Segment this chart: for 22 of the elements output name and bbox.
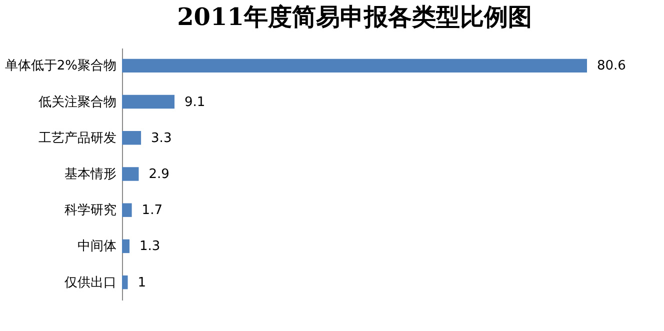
bar — [122, 239, 130, 254]
y-tick-label: 仅供出口 — [64, 275, 116, 290]
bar — [122, 167, 139, 181]
data-label: 2.9 — [148, 167, 170, 182]
y-tick-label: 单体低于2%聚合物 — [4, 58, 116, 74]
y-tick-label: 科学研究 — [64, 203, 116, 218]
chart-title: 2011年度简易申报各类型比例图 — [177, 2, 532, 31]
y-tick-label: 工艺产品研发 — [38, 130, 116, 146]
bar — [122, 131, 142, 145]
data-label: 3.3 — [151, 130, 172, 146]
y-tick-label: 基本情形 — [64, 167, 116, 182]
y-tick-label: 中间体 — [78, 239, 116, 254]
data-label: 80.6 — [597, 58, 626, 74]
data-label: 9.1 — [184, 94, 206, 110]
data-label: 1.7 — [142, 203, 162, 218]
bar — [122, 203, 132, 217]
y-tick-label: 低关注聚合物 — [38, 94, 116, 110]
bar — [122, 58, 587, 73]
bar — [122, 94, 174, 109]
data-label: 1 — [138, 275, 146, 290]
data-label: 1.3 — [140, 239, 160, 254]
bar — [122, 275, 128, 290]
